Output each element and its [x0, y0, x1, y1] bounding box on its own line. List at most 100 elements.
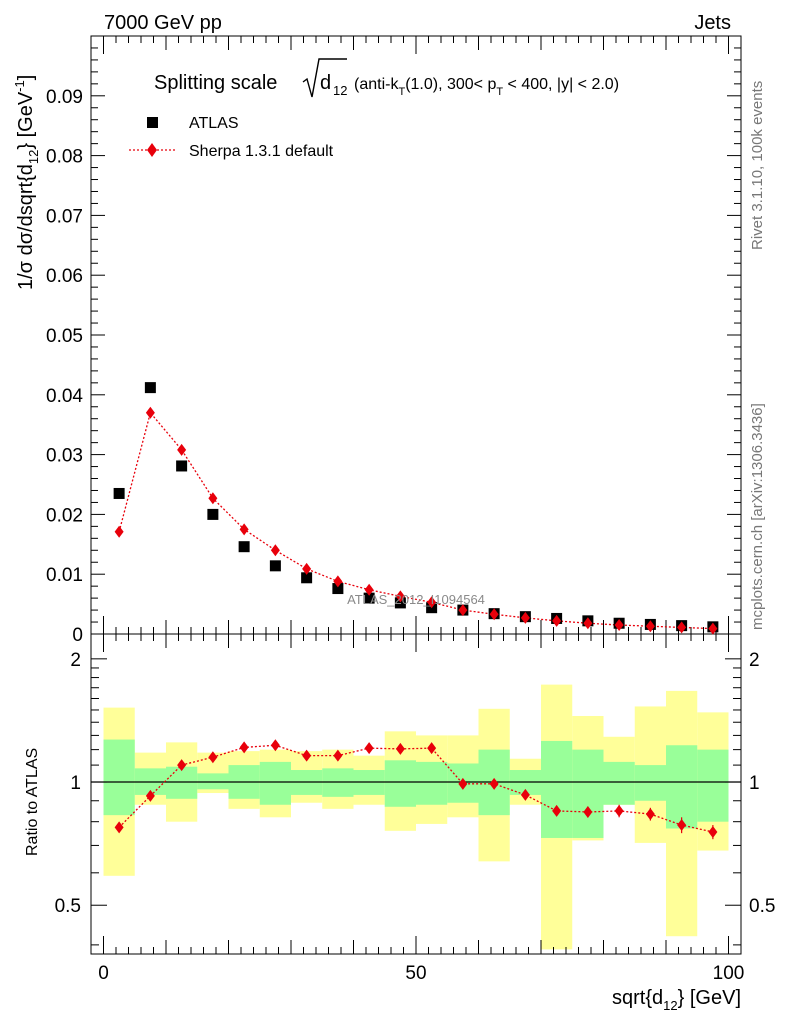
main-y-tick-label: 0.02	[46, 505, 83, 526]
sherpa-point	[614, 619, 624, 632]
sherpa-point	[395, 590, 405, 603]
atlas-point	[332, 583, 344, 595]
ratio-y-tick-label: 2	[70, 650, 81, 671]
legend-marker-sherpa	[147, 143, 157, 157]
atlas-point	[363, 592, 375, 604]
band-inner-9	[384, 760, 416, 807]
band-inner-5	[259, 761, 291, 805]
ratio-line	[118, 744, 714, 833]
ratio-point	[333, 749, 343, 762]
main-y-tick-label: 0.08	[46, 147, 83, 168]
ratio-y-tick-label: 1	[70, 773, 81, 794]
ratio-point	[114, 821, 124, 834]
band-inner-19	[697, 749, 729, 822]
atlas-point	[207, 508, 219, 520]
band-inner-17	[634, 765, 666, 801]
x-tick-label: 0	[98, 963, 109, 984]
ratio-point	[395, 742, 405, 755]
atlas-point	[238, 541, 250, 553]
band-inner-15	[572, 749, 604, 838]
main-y-tick-label: 0.09	[46, 87, 83, 108]
ratio-series-markers	[114, 739, 718, 840]
main-y-tick-label: 0.04	[46, 386, 83, 407]
ratio-point	[270, 739, 280, 752]
sherpa-point	[177, 443, 187, 456]
x-tick-label: 100	[713, 963, 745, 984]
main-y-tick-label: 0.03	[46, 446, 83, 467]
sherpa-point	[364, 583, 374, 596]
atlas-point	[176, 460, 188, 472]
title-detail: (anti-kT(1.0), 300< pT < 400, |y| < 2.0)	[354, 76, 619, 98]
sherpa-point	[708, 622, 718, 635]
sherpa-point	[677, 621, 687, 634]
atlas-point	[113, 487, 125, 499]
ratio-point	[177, 759, 187, 772]
rivet-version-label: Rivet 3.1.10, 100k events	[749, 81, 766, 250]
band-inner-10	[416, 761, 448, 805]
atlas-point	[144, 382, 156, 394]
ratio-series-line	[118, 744, 714, 833]
ratio-point	[489, 777, 499, 790]
ratio-point	[145, 789, 155, 802]
ratio-point	[583, 805, 593, 818]
ratio-y-tick-label-right: 0.5	[749, 896, 775, 917]
x-axis-ticks: 0 50 100	[98, 36, 744, 984]
sherpa-point	[427, 596, 437, 609]
sherpa-point	[645, 620, 655, 633]
ratio-point	[645, 808, 655, 821]
ratio-point	[520, 788, 530, 801]
legend: ATLAS Sherpa 1.3.1 default	[129, 115, 334, 160]
ratio-y-tick-label-right: 2	[749, 650, 760, 671]
sherpa-point	[302, 562, 312, 575]
main-axis-ticks: 0 0.01 0.02 0.03 0.04 0.05 0.06 0.07 0.08 0.09	[46, 35, 741, 646]
legend-label-atlas: ATLAS	[189, 115, 239, 132]
analysis-watermark: ATLAS_2012_I1094564	[347, 592, 485, 607]
sherpa-point	[333, 575, 343, 588]
sherpa-point	[270, 544, 280, 557]
title-main: Splitting scale	[154, 72, 277, 94]
ratio-point	[552, 804, 562, 817]
mcplots-label: mcplots.cern.ch [arXiv:1306.3436]	[749, 403, 766, 630]
ratio-point	[614, 804, 624, 817]
atlas-point	[269, 560, 281, 572]
title-sqrt-sub: 12	[333, 83, 347, 98]
main-y-axis-label: 1/σ dσ/dsqrt{d12} [GeV-1]	[12, 75, 41, 290]
legend-marker-atlas	[147, 117, 158, 128]
header-process-label: Jets	[694, 12, 731, 34]
sherpa-point	[520, 611, 530, 624]
ratio-point	[427, 742, 437, 755]
band-inner-3	[197, 773, 229, 790]
atlas-point	[394, 597, 406, 609]
ratio-uncertainty-bands	[91, 684, 741, 950]
sherpa-point	[458, 604, 468, 617]
band-inner-14	[541, 740, 573, 838]
header-energy-label: 7000 GeV pp	[104, 12, 222, 34]
title-sqrt-arg: d	[320, 72, 331, 94]
sherpa-point	[145, 406, 155, 419]
ratio-point	[458, 777, 468, 790]
band-inner-16	[603, 761, 635, 805]
main-y-tick-label: 0	[72, 625, 83, 646]
sherpa-point	[489, 608, 499, 621]
band-inner-2	[166, 766, 198, 799]
band-inner-18	[666, 745, 698, 829]
sherpa-point	[552, 614, 562, 627]
ratio-point	[708, 825, 718, 838]
ratio-axis-ticks: 0.5 0.5 1 1 2 2	[55, 650, 775, 946]
x-axis-label: sqrt{d12} [GeV]	[612, 987, 741, 1013]
band-inner-0	[103, 739, 135, 816]
main-y-tick-label: 0.01	[46, 565, 83, 586]
ratio-y-axis-label: Ratio to ATLAS	[24, 748, 41, 856]
sherpa-point	[114, 525, 124, 538]
ratio-y-tick-label: 0.5	[55, 896, 81, 917]
sherpa-series-markers	[114, 406, 718, 635]
x-tick-label: 50	[405, 963, 426, 984]
ratio-point	[364, 742, 374, 755]
legend-label-sherpa: Sherpa 1.3.1 default	[189, 143, 334, 160]
atlas-point	[301, 572, 313, 584]
sherpa-point	[583, 617, 593, 630]
main-y-tick-label: 0.05	[46, 326, 83, 347]
ratio-y-tick-label-right: 1	[749, 773, 760, 794]
sqrt-symbol	[302, 58, 347, 98]
